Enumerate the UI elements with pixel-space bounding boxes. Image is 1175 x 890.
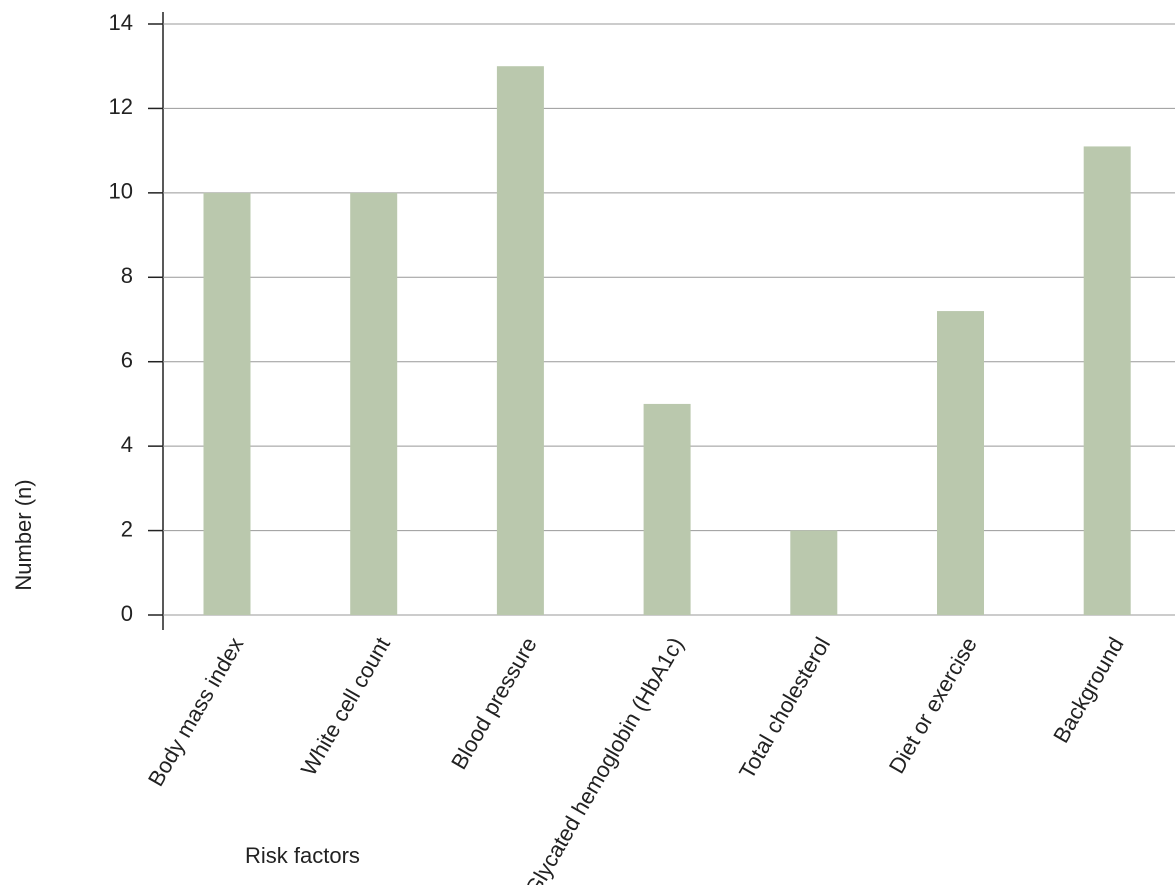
bar <box>350 192 398 615</box>
y-tick-label: 12 <box>109 94 133 119</box>
y-tick-label: 6 <box>121 348 133 373</box>
x-tick-label: Blood pressure <box>446 633 542 774</box>
bar <box>1083 146 1131 615</box>
x-tick-label: Body mass index <box>143 633 248 791</box>
bar <box>937 311 984 615</box>
x-tick-label: Glycated hemoglobin (HbA1c) <box>520 633 688 885</box>
x-tick-label: Background <box>1048 633 1128 747</box>
y-tick-label: 2 <box>121 516 133 541</box>
y-tick-label: 8 <box>121 263 133 288</box>
y-axis-title: Number (n) <box>11 479 36 590</box>
x-tick-label: White cell count <box>296 633 395 780</box>
x-tick-label: Diet or exercise <box>884 633 982 778</box>
x-axis-title: Risk factors <box>245 843 360 868</box>
bar <box>643 403 691 615</box>
y-tick-label: 14 <box>109 10 133 35</box>
bar <box>790 530 838 615</box>
bar <box>203 192 251 615</box>
y-tick-label: 4 <box>121 432 133 457</box>
bar <box>496 66 544 615</box>
y-tick-label: 10 <box>109 179 133 204</box>
x-tick-label: Total cholesterol <box>734 633 835 783</box>
y-tick-label: 0 <box>121 601 133 626</box>
